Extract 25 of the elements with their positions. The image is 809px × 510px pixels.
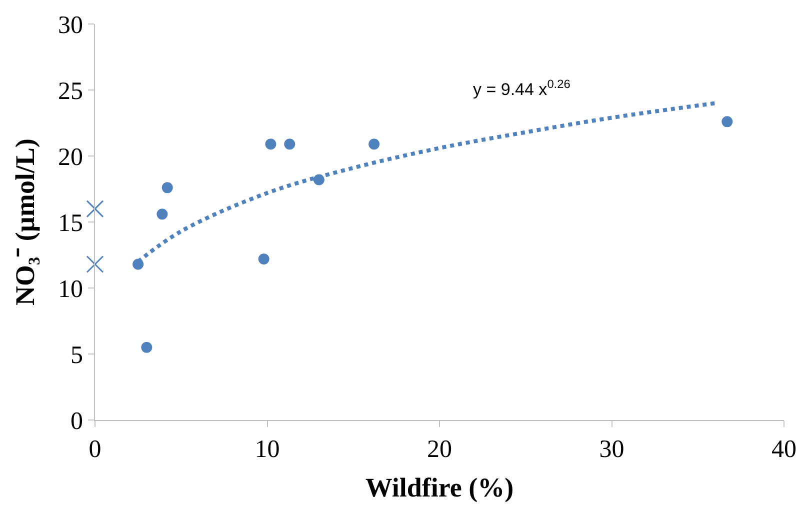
point	[162, 182, 173, 194]
point	[258, 253, 270, 264]
annotation: y = 9.44 x$^{0.26}$	[473, 77, 571, 100]
x-tick-label: 30	[599, 436, 624, 463]
y-axis-title: NO₃⁻ (µmol/L)	[10, 138, 40, 306]
point	[722, 116, 733, 128]
point	[86, 200, 104, 218]
y-tick-label: 20	[58, 144, 83, 171]
x-tick-label: 20	[427, 436, 452, 463]
y-tick-label: 0	[70, 408, 83, 435]
point	[265, 138, 276, 150]
y-tick-label: 5	[70, 342, 83, 369]
x-tick-label: 10	[254, 436, 280, 463]
point	[368, 138, 380, 150]
x-axis-title: Wildfire (%)	[365, 472, 514, 502]
point	[284, 138, 296, 150]
x-tick-label: 0	[88, 436, 102, 463]
point	[141, 342, 152, 353]
y-tick-label: 15	[58, 210, 83, 237]
y-tick-label: 30	[58, 12, 83, 39]
x-tick-label: 40	[772, 436, 796, 463]
point	[156, 208, 168, 220]
y-tick-label: 25	[58, 78, 83, 105]
point	[86, 255, 104, 273]
y-tick-label: 10	[58, 276, 83, 303]
